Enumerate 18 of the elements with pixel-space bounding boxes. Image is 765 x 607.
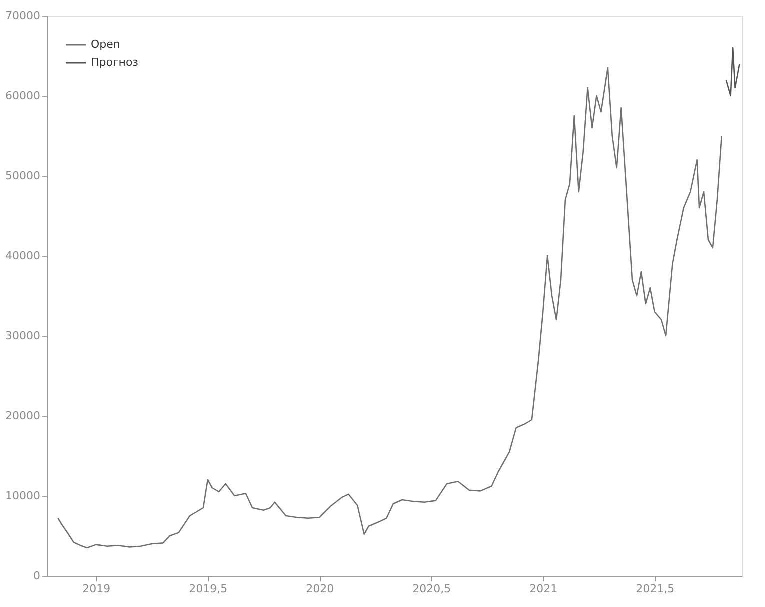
y-tick-label: 40000 [6,250,40,262]
y-tick-label: 60000 [6,90,40,102]
y-tick-label: 20000 [6,410,40,422]
x-tick-label: 2020 [306,582,334,596]
y-tick-label: 10000 [6,490,40,502]
x-tick-label: 2020,5 [412,582,452,596]
x-tick-label: 2019 [82,582,111,596]
x-tick-label: 2019,5 [189,582,228,596]
legend-label: Open [91,38,120,51]
line-series [58,67,723,549]
y-tick-label: 70000 [6,10,40,22]
y-tick-label: 30000 [6,330,40,342]
y-tick-label: 50000 [6,170,40,182]
legend-label: Прогноз [91,56,139,69]
x-tick-label: 2021 [530,582,558,596]
line-series [726,47,740,97]
x-tick-label: 2021,5 [636,582,675,596]
y-tick-label: 0 [34,570,40,582]
